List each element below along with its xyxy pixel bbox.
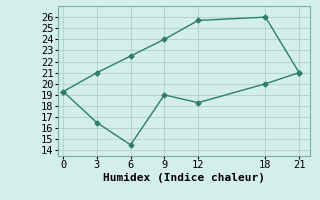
X-axis label: Humidex (Indice chaleur): Humidex (Indice chaleur) [103, 173, 265, 183]
